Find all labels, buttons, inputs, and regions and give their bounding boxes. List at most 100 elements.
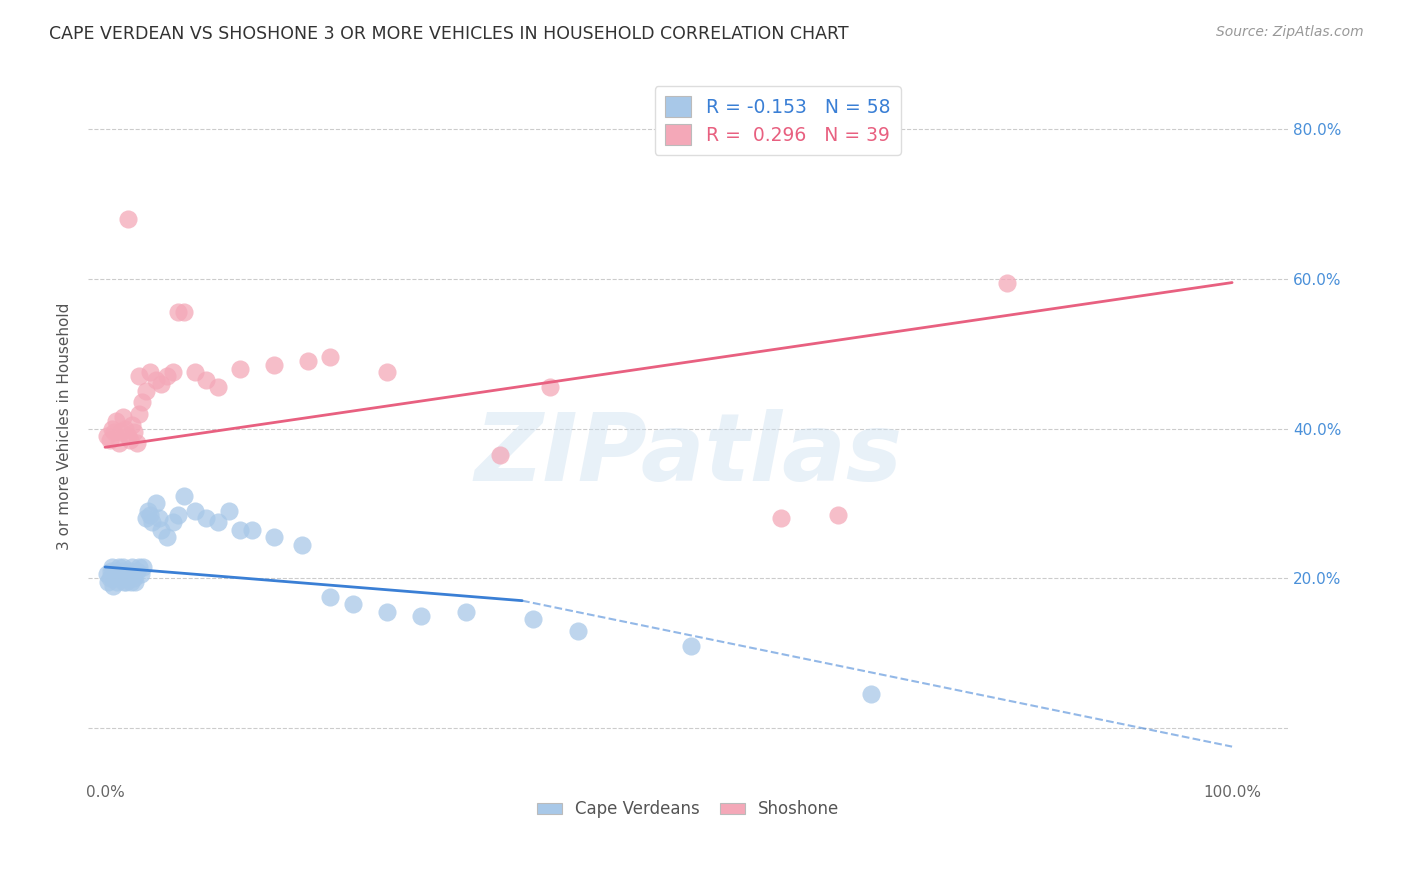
Point bbox=[263, 530, 285, 544]
Point bbox=[112, 574, 135, 589]
Point bbox=[156, 530, 179, 544]
Text: CAPE VERDEAN VS SHOSHONE 3 OR MORE VEHICLES IN HOUSEHOLD CORRELATION CHART: CAPE VERDEAN VS SHOSHONE 3 OR MORE VEHIC… bbox=[49, 25, 849, 43]
Point bbox=[229, 523, 252, 537]
Point bbox=[114, 421, 136, 435]
Y-axis label: 3 or more Vehicles in Household: 3 or more Vehicles in Household bbox=[58, 303, 72, 550]
Point bbox=[122, 567, 145, 582]
Point bbox=[167, 508, 190, 522]
Point bbox=[104, 567, 127, 582]
Point bbox=[96, 567, 118, 582]
Point bbox=[125, 564, 148, 578]
Point bbox=[132, 560, 155, 574]
Point bbox=[118, 433, 141, 447]
Point bbox=[105, 564, 128, 578]
Point bbox=[263, 358, 285, 372]
Point bbox=[131, 395, 153, 409]
Point bbox=[112, 560, 135, 574]
Point bbox=[184, 365, 207, 379]
Point bbox=[173, 489, 195, 503]
Legend: Cape Verdeans, Shoshone: Cape Verdeans, Shoshone bbox=[530, 794, 846, 825]
Point bbox=[148, 511, 170, 525]
Point bbox=[860, 687, 883, 701]
Point bbox=[103, 571, 125, 585]
Point bbox=[375, 365, 398, 379]
Point bbox=[118, 564, 141, 578]
Point bbox=[770, 511, 793, 525]
Point bbox=[150, 376, 173, 391]
Point bbox=[101, 421, 124, 435]
Point bbox=[139, 365, 162, 379]
Point bbox=[108, 567, 131, 582]
Point bbox=[103, 425, 125, 440]
Point bbox=[173, 305, 195, 319]
Point bbox=[115, 574, 138, 589]
Point bbox=[207, 380, 229, 394]
Point bbox=[101, 560, 124, 574]
Point bbox=[218, 504, 240, 518]
Point bbox=[454, 605, 477, 619]
Point bbox=[121, 417, 143, 432]
Point bbox=[128, 369, 150, 384]
Text: Source: ZipAtlas.com: Source: ZipAtlas.com bbox=[1216, 25, 1364, 39]
Point bbox=[995, 276, 1018, 290]
Point bbox=[129, 567, 152, 582]
Point bbox=[139, 508, 162, 522]
Point bbox=[342, 598, 364, 612]
Point bbox=[229, 361, 252, 376]
Point bbox=[297, 354, 319, 368]
Point bbox=[145, 373, 167, 387]
Point bbox=[319, 351, 342, 365]
Point bbox=[375, 605, 398, 619]
Point bbox=[117, 567, 139, 582]
Point bbox=[118, 571, 141, 585]
Point bbox=[162, 515, 184, 529]
Point bbox=[110, 571, 132, 585]
Point bbox=[156, 369, 179, 384]
Point bbox=[107, 574, 129, 589]
Point bbox=[195, 373, 218, 387]
Point bbox=[136, 504, 159, 518]
Point bbox=[128, 560, 150, 574]
Point bbox=[111, 564, 134, 578]
Point bbox=[291, 537, 314, 551]
Point bbox=[141, 515, 163, 529]
Point bbox=[97, 574, 120, 589]
Point bbox=[488, 448, 510, 462]
Point bbox=[145, 496, 167, 510]
Point bbox=[114, 571, 136, 585]
Point bbox=[538, 380, 561, 394]
Point bbox=[827, 508, 849, 522]
Point bbox=[121, 560, 143, 574]
Point bbox=[150, 523, 173, 537]
Point bbox=[125, 436, 148, 450]
Point bbox=[195, 511, 218, 525]
Point bbox=[120, 574, 142, 589]
Point bbox=[107, 560, 129, 574]
Point bbox=[681, 639, 703, 653]
Point bbox=[135, 511, 157, 525]
Point bbox=[124, 574, 146, 589]
Point bbox=[117, 429, 139, 443]
Point bbox=[207, 515, 229, 529]
Point bbox=[167, 305, 190, 319]
Point bbox=[112, 410, 135, 425]
Point bbox=[567, 624, 589, 638]
Point bbox=[117, 211, 139, 226]
Point bbox=[124, 571, 146, 585]
Text: ZIPatlas: ZIPatlas bbox=[474, 409, 903, 501]
Point bbox=[96, 429, 118, 443]
Point bbox=[100, 564, 122, 578]
Point bbox=[101, 579, 124, 593]
Point bbox=[128, 407, 150, 421]
Point bbox=[110, 425, 132, 440]
Point bbox=[105, 414, 128, 428]
Point bbox=[107, 436, 129, 450]
Point bbox=[98, 433, 121, 447]
Point bbox=[162, 365, 184, 379]
Point bbox=[98, 571, 121, 585]
Point bbox=[184, 504, 207, 518]
Point bbox=[124, 425, 146, 440]
Point bbox=[409, 608, 432, 623]
Point bbox=[522, 612, 544, 626]
Point bbox=[240, 523, 263, 537]
